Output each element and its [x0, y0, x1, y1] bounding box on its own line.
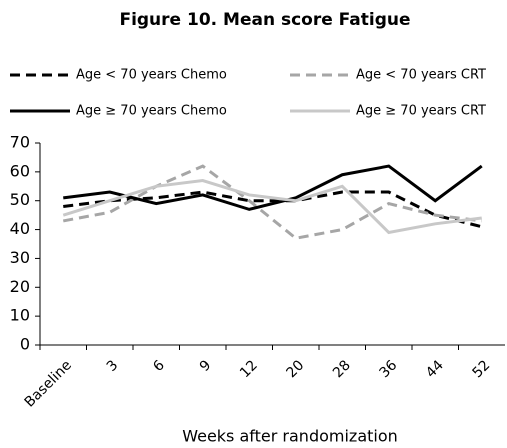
y-tick-label: 10 [10, 306, 30, 325]
x-tick-label: 44 [423, 357, 447, 381]
y-tick-label: 40 [10, 219, 30, 238]
x-tick-label: 20 [283, 357, 307, 381]
legend-label: Age < 70 years CRT [356, 68, 486, 83]
y-tick-label: 20 [10, 277, 30, 296]
x-tick-label: 28 [330, 357, 354, 381]
legend-label: Age ≥ 70 years Chemo [76, 104, 227, 119]
series-line [62, 178, 482, 235]
legend-label: Age ≥ 70 years CRT [356, 104, 486, 119]
x-tick-label: 36 [376, 357, 400, 381]
x-tick-label: 6 [150, 357, 168, 375]
y-tick-label: 70 [10, 133, 30, 152]
x-tick-label: 3 [104, 357, 122, 375]
series-line [63, 164, 483, 211]
y-tick-label: 60 [10, 161, 30, 180]
x-axis-title: Weeks after randomization [182, 427, 398, 446]
y-tick-label: 30 [10, 248, 30, 267]
x-tick-label: Baseline [22, 357, 75, 410]
x-tick-label: 9 [197, 357, 215, 375]
chart-title: Figure 10. Mean score Fatigue [119, 10, 410, 30]
x-tick-label: 52 [469, 357, 493, 381]
x-tick-label: 12 [237, 357, 261, 381]
legend-label: Age < 70 years Chemo [76, 68, 227, 83]
y-tick-label: 50 [10, 190, 30, 209]
y-tick-label: 0 [20, 335, 30, 354]
